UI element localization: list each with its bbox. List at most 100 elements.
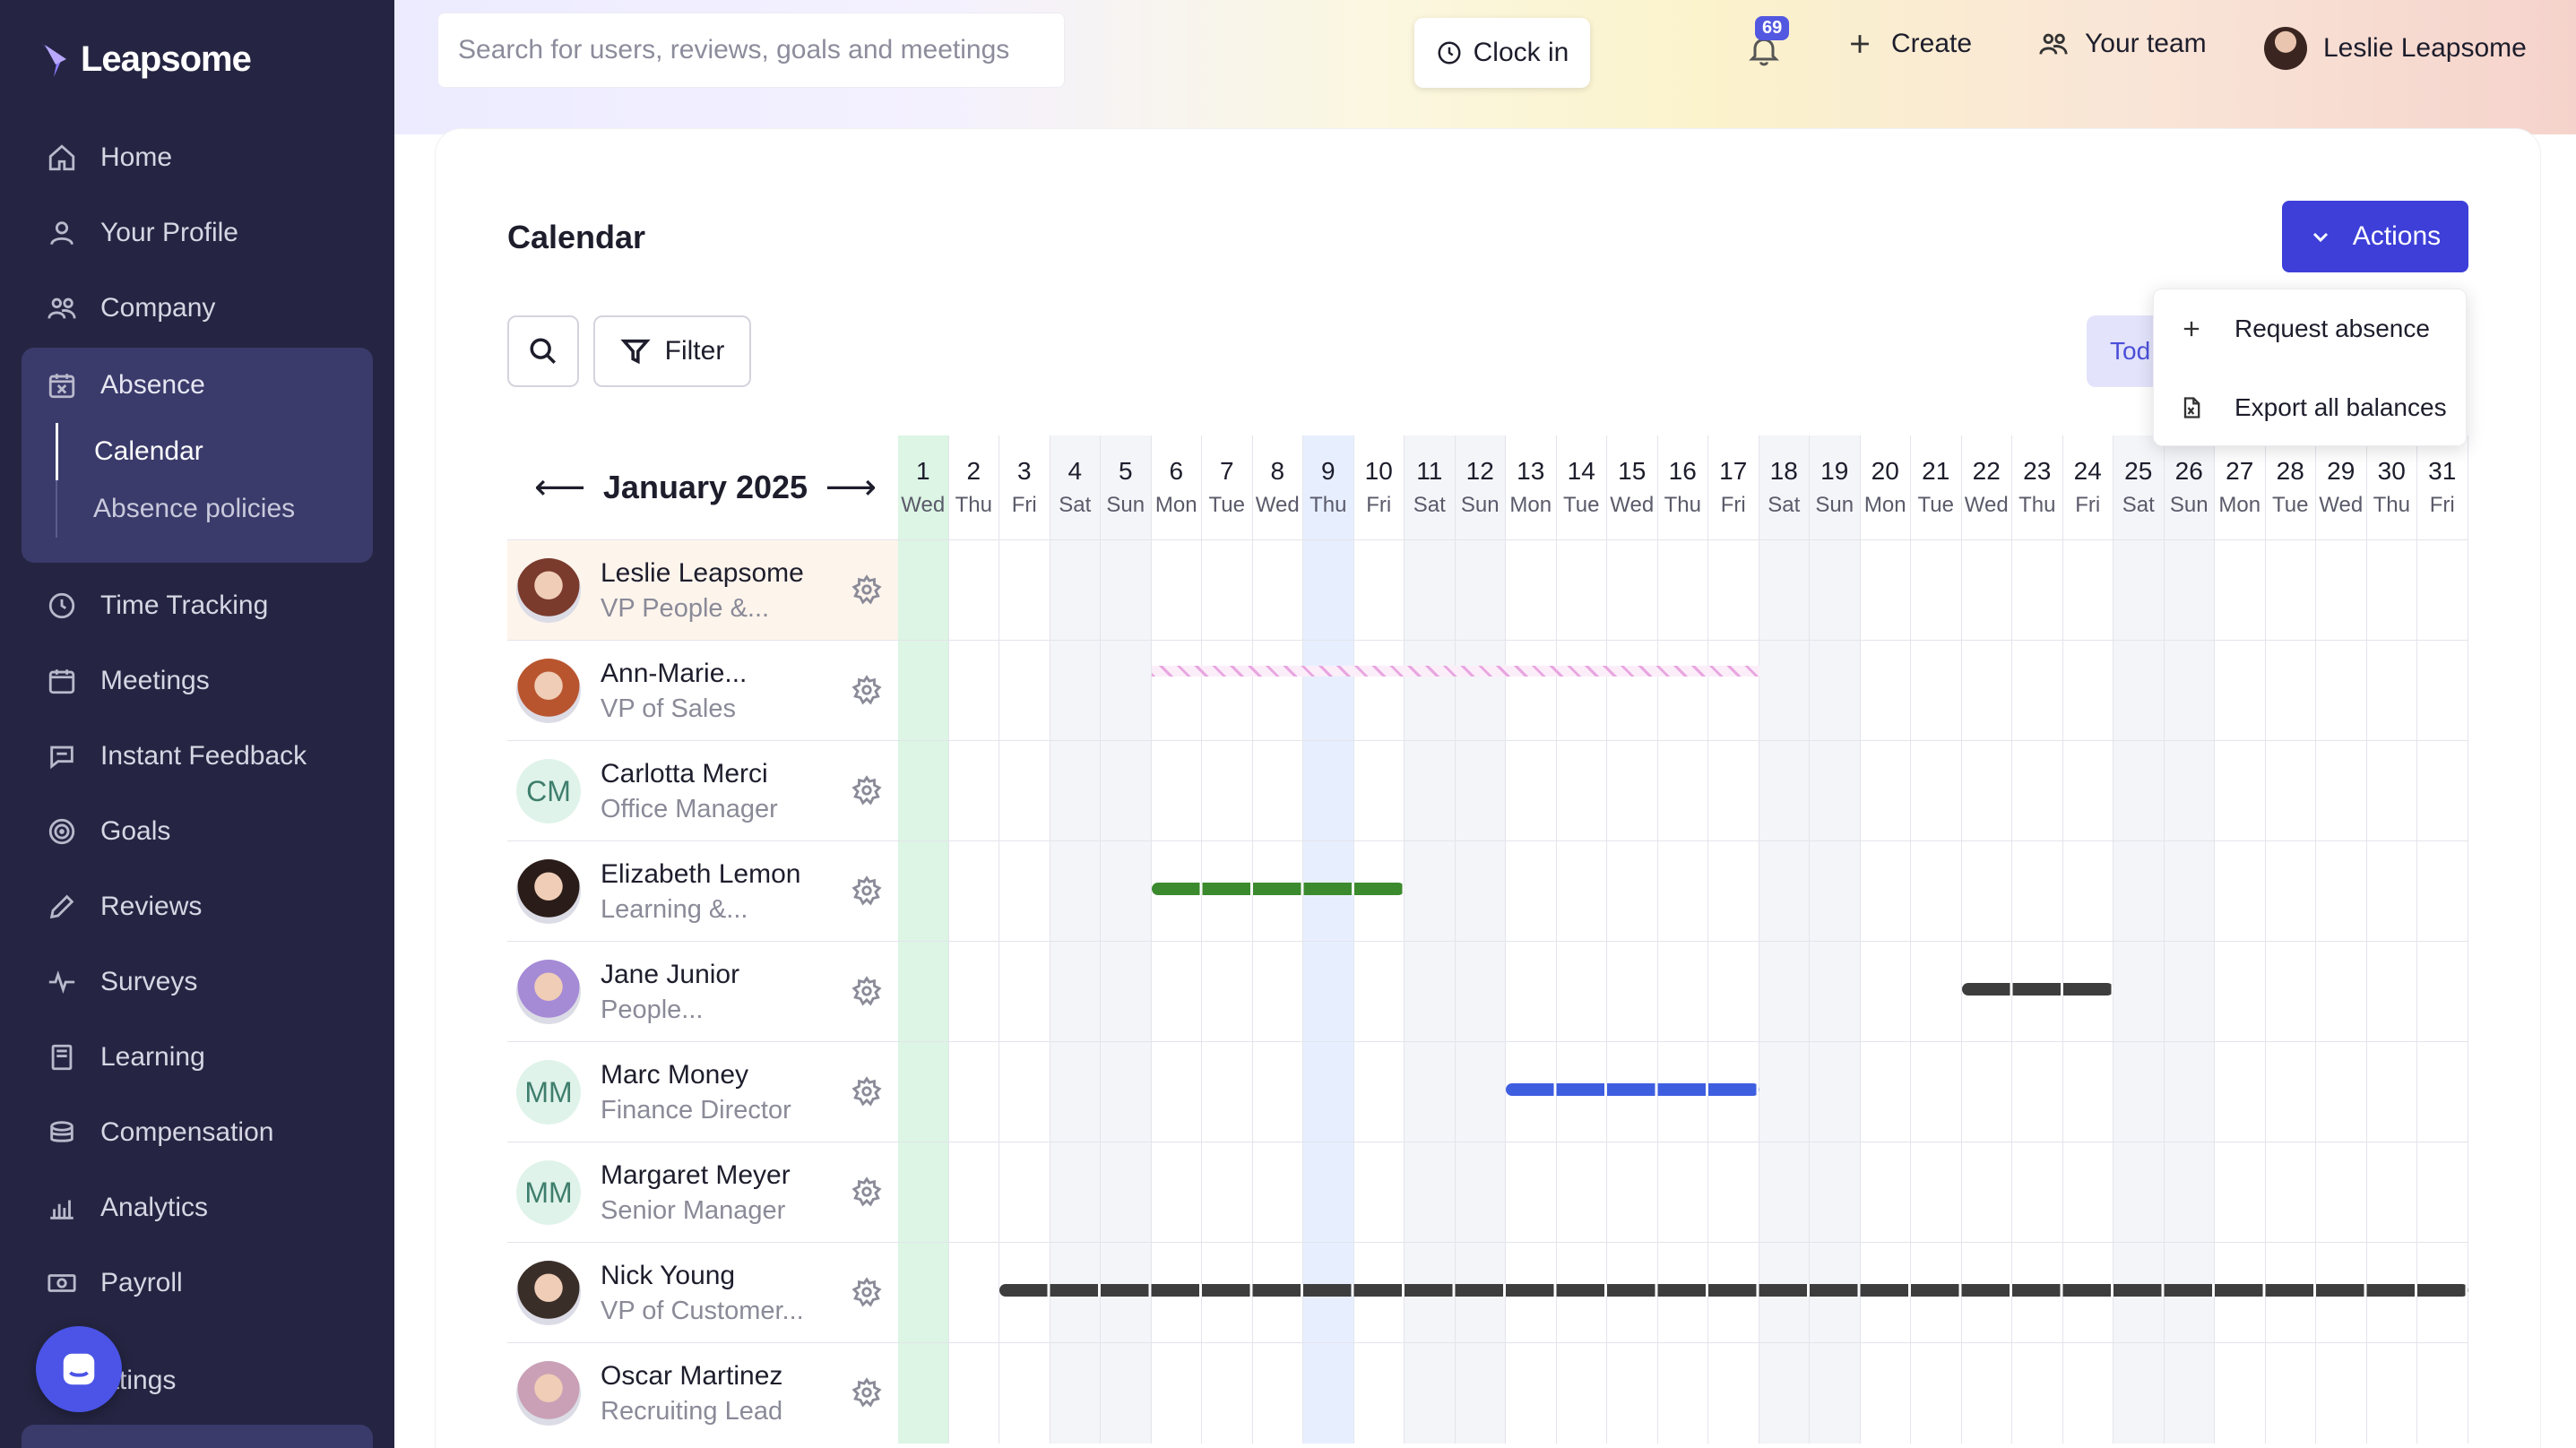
day-cell[interactable] [999, 540, 1050, 641]
day-cell[interactable] [2114, 540, 2165, 641]
day-cell[interactable] [2164, 1343, 2215, 1444]
day-cell[interactable] [1759, 1042, 1810, 1142]
day-cell[interactable] [898, 1142, 949, 1243]
day-cell[interactable] [1556, 841, 1607, 942]
day-cell[interactable] [1455, 641, 1506, 741]
day-cell[interactable] [898, 1343, 949, 1444]
day-cell[interactable] [1405, 540, 1456, 641]
day-cell[interactable] [2215, 741, 2266, 841]
person-cell[interactable]: Ann-Marie... VP of Sales [507, 641, 898, 741]
day-cell[interactable] [999, 1142, 1050, 1243]
day-cell[interactable] [2316, 942, 2367, 1042]
day-cell[interactable] [1050, 641, 1101, 741]
day-cell[interactable] [999, 1343, 1050, 1444]
settings-gear-icon[interactable] [851, 1076, 882, 1107]
day-cell[interactable] [1506, 841, 1557, 942]
day-cell[interactable] [1506, 942, 1557, 1042]
day-cell[interactable] [2417, 540, 2468, 641]
day-cell[interactable] [1353, 1343, 1405, 1444]
settings-gear-icon[interactable] [851, 1377, 882, 1408]
day-cell[interactable] [2062, 741, 2114, 841]
day-cell[interactable] [1506, 540, 1557, 641]
day-cell[interactable] [1455, 741, 1506, 841]
day-cell[interactable] [1202, 1142, 1253, 1243]
day-cell[interactable] [2164, 540, 2215, 641]
day-cell[interactable] [2012, 841, 2063, 942]
day-cell[interactable] [948, 741, 999, 841]
day-cell[interactable] [1353, 540, 1405, 641]
day-cell[interactable] [2215, 1042, 2266, 1142]
day-cell[interactable] [1810, 1042, 1861, 1142]
day-cell[interactable] [1405, 741, 1456, 841]
day-cell[interactable] [2164, 1142, 2215, 1243]
user-menu[interactable]: Leslie Leapsome [2264, 27, 2527, 70]
request-absence-item[interactable]: Request absence [2154, 289, 2466, 368]
day-cell[interactable] [2265, 1343, 2316, 1444]
day-cell[interactable] [1860, 741, 1911, 841]
day-cell[interactable] [2215, 641, 2266, 741]
actions-button[interactable]: Actions [2282, 201, 2468, 272]
person-name[interactable]: Oscar Martinez [601, 1360, 783, 1391]
day-cell[interactable] [1708, 1142, 1759, 1243]
day-cell[interactable] [948, 641, 999, 741]
day-cell[interactable] [1860, 1343, 1911, 1444]
day-cell[interactable] [1911, 1042, 1962, 1142]
day-cell[interactable] [2164, 741, 2215, 841]
logo[interactable]: Leapsome [39, 39, 252, 80]
day-cell[interactable] [2265, 1042, 2316, 1142]
day-cell[interactable] [2215, 540, 2266, 641]
day-cell[interactable] [1860, 641, 1911, 741]
person-cell[interactable]: Oscar Martinez Recruiting Lead [507, 1343, 898, 1444]
day-cell[interactable] [1607, 841, 1658, 942]
day-cell[interactable] [1050, 540, 1101, 641]
day-cell[interactable] [1151, 942, 1202, 1042]
clock-in-button[interactable]: Clock in [1414, 18, 1590, 88]
day-cell[interactable] [898, 1243, 949, 1343]
day-cell[interactable] [1657, 841, 1708, 942]
day-cell[interactable] [1050, 1343, 1101, 1444]
day-cell[interactable] [948, 1042, 999, 1142]
person-name[interactable]: Carlotta Merci [601, 758, 768, 789]
day-cell[interactable] [1252, 641, 1303, 741]
day-cell[interactable] [1708, 741, 1759, 841]
day-cell[interactable] [1810, 540, 1861, 641]
day-cell[interactable] [1050, 1042, 1101, 1142]
day-cell[interactable] [2012, 1142, 2063, 1243]
day-cell[interactable] [1050, 1142, 1101, 1243]
day-cell[interactable] [1202, 540, 1253, 641]
day-cell[interactable] [1303, 1042, 1354, 1142]
create-button[interactable]: Create [1845, 29, 1972, 59]
day-cell[interactable] [1101, 540, 1152, 641]
day-cell[interactable] [2417, 841, 2468, 942]
day-cell[interactable] [1556, 540, 1607, 641]
day-cell[interactable] [898, 841, 949, 942]
day-cell[interactable] [2417, 741, 2468, 841]
day-cell[interactable] [1556, 641, 1607, 741]
sidebar-bottom-item[interactable] [22, 1425, 373, 1448]
day-cell[interactable] [1810, 1343, 1861, 1444]
day-cell[interactable] [1506, 641, 1557, 741]
day-cell[interactable] [1556, 741, 1607, 841]
day-cell[interactable] [948, 540, 999, 641]
day-cell[interactable] [1911, 1142, 1962, 1243]
person-name[interactable]: Ann-Marie... [601, 658, 748, 688]
day-cell[interactable] [1101, 841, 1152, 942]
day-cell[interactable] [1708, 1343, 1759, 1444]
day-cell[interactable] [1708, 942, 1759, 1042]
day-cell[interactable] [999, 942, 1050, 1042]
day-cell[interactable] [1151, 540, 1202, 641]
day-cell[interactable] [2366, 841, 2417, 942]
day-cell[interactable] [1759, 942, 1810, 1042]
day-cell[interactable] [1759, 540, 1810, 641]
day-cell[interactable] [2062, 1142, 2114, 1243]
day-cell[interactable] [1202, 741, 1253, 841]
search-input[interactable]: Search for users, reviews, goals and mee… [437, 13, 1065, 88]
day-cell[interactable] [1657, 1142, 1708, 1243]
day-cell[interactable] [1050, 942, 1101, 1042]
day-cell[interactable] [2012, 1042, 2063, 1142]
day-cell[interactable] [1556, 1343, 1607, 1444]
day-cell[interactable] [1252, 1042, 1303, 1142]
your-team-button[interactable]: Your team [2038, 29, 2207, 59]
day-cell[interactable] [2366, 1343, 2417, 1444]
absence-bar[interactable] [1961, 983, 2114, 996]
